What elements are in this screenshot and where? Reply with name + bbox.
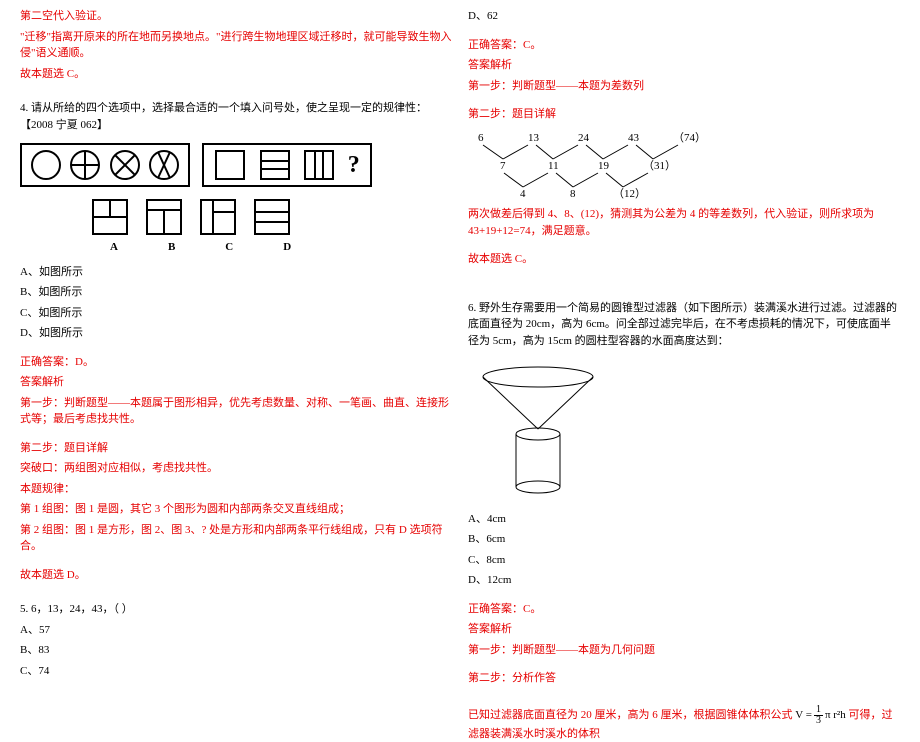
svg-text:43: 43: [628, 132, 640, 144]
q4-answer-label: 答案解析: [20, 374, 452, 391]
q5-answer-correct: 正确答案：C。: [468, 37, 900, 54]
prev-q-explain-3: 故本题选 C。: [20, 66, 452, 83]
svg-text:19: 19: [598, 160, 610, 172]
q4-title: 4. 请从所给的四个选项中，选择最合适的一个填入问号处，使之呈现一定的规律性：【…: [20, 100, 452, 133]
q4-choices-row: [90, 197, 452, 237]
q6-opt-c: C、8cm: [468, 552, 900, 569]
label-d: D: [283, 239, 291, 256]
label-b: B: [168, 239, 175, 256]
svg-text:11: 11: [548, 160, 559, 172]
q5-answer-label: 答案解析: [468, 57, 900, 74]
q5-explain: 两次做差后得到 4、8、(12)，猜测其为公差为 4 的等差数列，代入验证，则所…: [468, 206, 900, 239]
q4-step2-title: 第二步：题目详解: [20, 440, 452, 457]
left-column: 第二空代入验证。 "迁移"指离开原来的所在地而另换地点。"进行跨生物地理区域迁移…: [12, 8, 460, 643]
q6-opt-b: B、6cm: [468, 531, 900, 548]
q4-opt-c: C、如图所示: [20, 305, 452, 322]
q4-conclusion: 故本题选 D。: [20, 567, 452, 584]
q6-title: 6. 野外生存需要用一个简易的圆锥型过滤器（如下图所示）装满溪水进行过滤。过滤器…: [468, 300, 900, 350]
q5-opt-d: D、62: [468, 8, 900, 25]
volume-formula: V = 13 π r²h: [795, 705, 845, 726]
q5-title: 5. 6，13，24，43，（ ）: [20, 601, 452, 618]
q4-step2-b: 本题规律：: [20, 481, 452, 498]
prev-q-explain-2: "迁移"指离开原来的所在地而另换地点。"进行跨生物地理区域迁移时，就可能导致生物…: [20, 29, 452, 62]
q6-opt-a: A、4cm: [468, 511, 900, 528]
q6-opt-d: D、12cm: [468, 572, 900, 589]
q4-step2-a: 突破口：两组图对应相似，考虑找共性。: [20, 460, 452, 477]
q4-step2-c: 第 1 组图：图 1 是圆，其它 3 个图形为圆和内部两条交叉直线组成；: [20, 501, 452, 518]
q5-step2-title: 第二步：题目详解: [468, 106, 900, 123]
q6-step1: 第一步：判断题型——本题为几何问题: [468, 642, 900, 659]
difference-diagram: 6 13 24 43 （74） 7 11 19 （31） 4 8 （12）: [468, 129, 728, 199]
svg-text:7: 7: [500, 160, 506, 172]
question-mark-icon: ?: [348, 147, 360, 183]
svg-text:（31）: （31）: [643, 159, 676, 172]
q5-opt-b: B、83: [20, 642, 452, 659]
q4-choice-labels: A B C D: [110, 239, 452, 256]
svg-text:（74）: （74）: [673, 131, 706, 144]
q6-explain-line: 已知过滤器底面直径为 20 厘米，高为 6 厘米，根据圆锥体体积公式 V = 1…: [468, 705, 900, 742]
q4-step1: 第一步：判断题型——本题属于图形相异，优先考虑数量、对称、一笔画、曲直、连接形式…: [20, 395, 452, 428]
label-a: A: [110, 239, 118, 256]
q6-answer-label: 答案解析: [468, 621, 900, 638]
q5-conclusion: 故本题选 C。: [468, 251, 900, 268]
q6-answer-correct: 正确答案：C。: [468, 601, 900, 618]
svg-text:13: 13: [528, 132, 540, 144]
prev-q-explain-1: 第二空代入验证。: [20, 8, 452, 25]
q4-step2-d: 第 2 组图：图 1 是方形，图 2、图 3、? 处是方形和内部两条平行线组成，…: [20, 522, 452, 555]
svg-text:（12）: （12）: [613, 187, 646, 199]
right-column: D、62 正确答案：C。 答案解析 第一步：判断题型——本题为差数列 第二步：题…: [460, 8, 908, 643]
svg-text:6: 6: [478, 132, 484, 144]
svg-text:4: 4: [520, 188, 526, 199]
svg-text:8: 8: [570, 188, 576, 199]
q5-opt-c: C、74: [20, 663, 452, 680]
q5-step1: 第一步：判断题型——本题为差数列: [468, 78, 900, 95]
q5-opt-a: A、57: [20, 622, 452, 639]
q4-answer-correct: 正确答案：D。: [20, 354, 452, 371]
q4-opt-b: B、如图所示: [20, 284, 452, 301]
svg-text:24: 24: [578, 132, 590, 144]
q4-opt-d: D、如图所示: [20, 325, 452, 342]
cone-cylinder-figure: [468, 359, 608, 499]
q6-step2-title: 第二步：分析作答: [468, 670, 900, 687]
q4-opt-a: A、如图所示: [20, 264, 452, 281]
label-c: C: [225, 239, 233, 256]
q4-figure-panels: ?: [20, 143, 452, 187]
